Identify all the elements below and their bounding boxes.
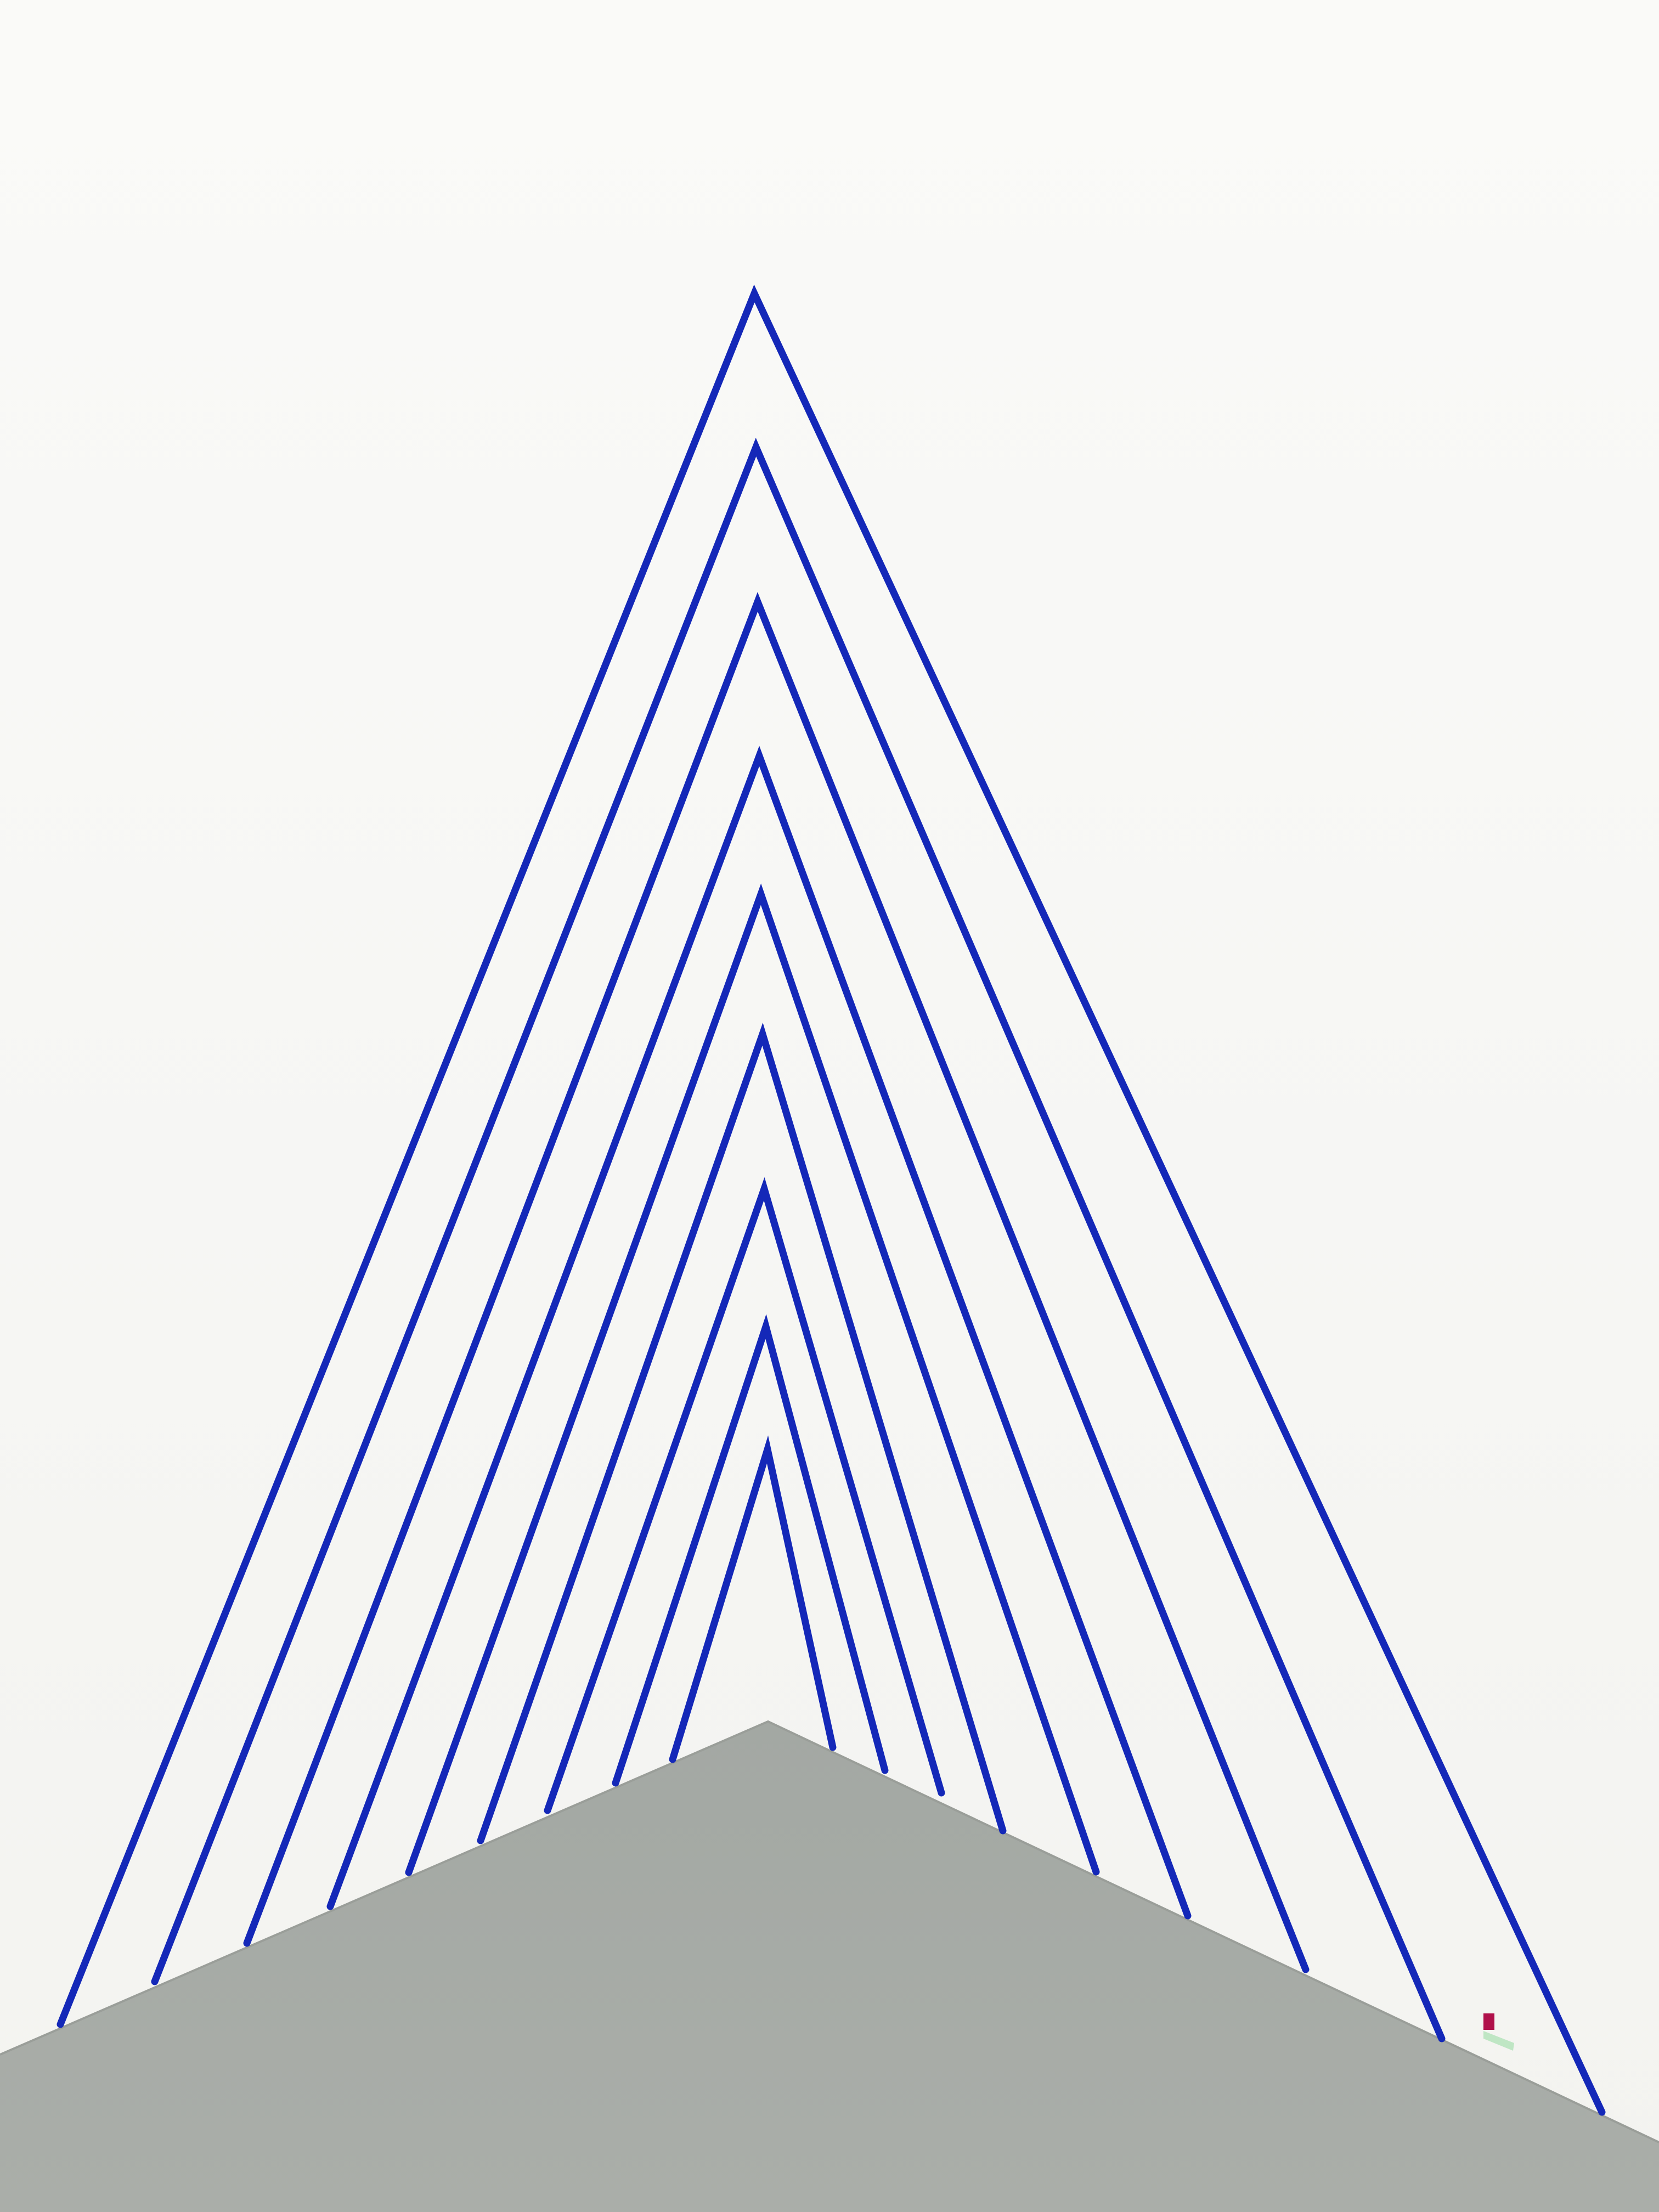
marker-green-strip: [1483, 2031, 1514, 2051]
floor-corner: [0, 1722, 1659, 2212]
tape-line-2: [151, 437, 1446, 2042]
tape-line-5: [405, 883, 1100, 1876]
tape-line-9: [669, 1435, 837, 1763]
tape-line-3: [243, 592, 1310, 1973]
tape-line-6: [477, 1023, 1007, 1844]
tape-line-7: [544, 1177, 945, 1814]
tape-line-8: [612, 1314, 889, 1787]
tape-line-1: [57, 284, 1606, 2116]
corner-marker-icon: [1483, 2013, 1514, 2051]
tape-line-4: [326, 746, 1192, 1920]
floor-wall-edge: [0, 1720, 1659, 2143]
marker-red-square: [1483, 2013, 1494, 2030]
blue-tape-lines: [57, 284, 1606, 2116]
